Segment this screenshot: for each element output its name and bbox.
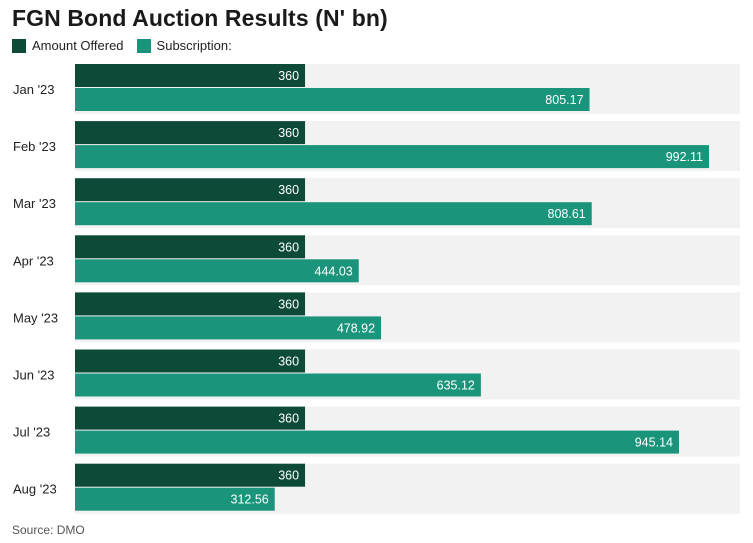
category-label: Jun '23 bbox=[13, 368, 55, 383]
legend-item-amount-offered: Amount Offered bbox=[12, 38, 124, 53]
legend-label-subscription: Subscription: bbox=[156, 38, 232, 53]
chart-title: FGN Bond Auction Results (N' bn) bbox=[12, 5, 388, 31]
bar-subscription bbox=[75, 202, 592, 226]
data-label-amount-offered: 360 bbox=[278, 297, 299, 311]
data-label-amount-offered: 360 bbox=[278, 469, 299, 483]
data-label-amount-offered: 360 bbox=[278, 126, 299, 140]
data-label-subscription: 945.14 bbox=[635, 436, 673, 450]
data-label-amount-offered: 360 bbox=[278, 355, 299, 369]
category-label: Apr '23 bbox=[13, 253, 54, 268]
legend: Amount Offered Subscription: bbox=[12, 38, 245, 53]
bar-amount-offered bbox=[75, 406, 306, 430]
bar-amount-offered bbox=[75, 292, 306, 316]
data-label-amount-offered: 360 bbox=[278, 183, 299, 197]
data-label-subscription: 444.03 bbox=[315, 264, 353, 278]
bar-amount-offered bbox=[75, 178, 306, 202]
source-note: Source: DMO bbox=[12, 523, 85, 537]
bar-amount-offered bbox=[75, 463, 306, 487]
data-label-subscription: 808.61 bbox=[548, 207, 586, 221]
bar-subscription bbox=[75, 373, 481, 397]
bar-amount-offered bbox=[75, 235, 306, 259]
data-label-subscription: 478.92 bbox=[337, 321, 375, 335]
legend-swatch-amount-offered bbox=[12, 38, 26, 53]
data-label-amount-offered: 360 bbox=[278, 69, 299, 83]
data-label-subscription: 992.11 bbox=[666, 150, 703, 164]
category-label: Jul '23 bbox=[13, 425, 50, 440]
bar-subscription bbox=[75, 145, 709, 169]
category-label: Jan '23 bbox=[13, 82, 55, 97]
legend-swatch-subscription bbox=[136, 38, 151, 53]
data-label-subscription: 312.56 bbox=[231, 493, 269, 507]
bar-subscription bbox=[75, 430, 679, 454]
legend-label-amount-offered: Amount Offered bbox=[32, 38, 124, 53]
legend-item-subscription: Subscription: bbox=[136, 38, 232, 53]
bar-amount-offered bbox=[75, 121, 306, 145]
bar-subscription bbox=[75, 316, 382, 340]
data-label-amount-offered: 360 bbox=[278, 240, 299, 254]
category-label: Aug '23 bbox=[13, 482, 57, 497]
category-label: Feb '23 bbox=[13, 139, 56, 154]
data-label-subscription: 635.12 bbox=[437, 379, 475, 393]
bar-subscription bbox=[75, 487, 275, 511]
data-label-subscription: 805.17 bbox=[545, 93, 583, 107]
category-label: Mar '23 bbox=[13, 196, 56, 211]
bar-subscription bbox=[75, 259, 359, 283]
category-label: May '23 bbox=[13, 310, 58, 325]
bar-amount-offered bbox=[75, 349, 306, 373]
bar-subscription bbox=[75, 88, 590, 111]
data-label-amount-offered: 360 bbox=[278, 412, 299, 426]
bar-amount-offered bbox=[75, 64, 306, 87]
